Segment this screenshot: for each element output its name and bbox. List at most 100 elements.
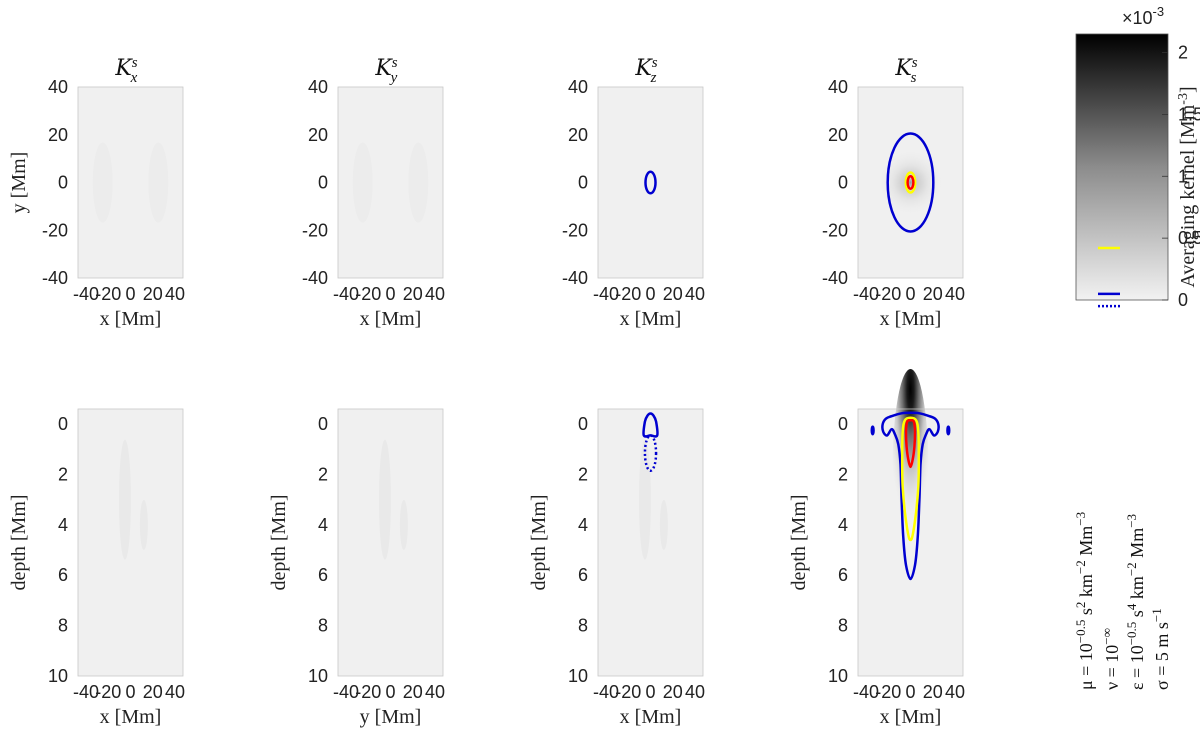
texture-blob: [118, 439, 131, 560]
y-tick-label: 0: [58, 414, 68, 434]
y-tick-label: 6: [58, 565, 68, 585]
axes-frame: [77, 408, 184, 677]
x-tick-label: 40: [945, 284, 965, 304]
panel-title: Ks x: [114, 55, 137, 86]
y-tick-label: 40: [828, 77, 848, 97]
contour-blue: [643, 434, 658, 472]
y-tick-label: 40: [48, 77, 68, 97]
x-tick-label: 40: [165, 682, 185, 702]
x-tick-label: 0: [645, 682, 655, 702]
x-tick-label: -40: [333, 682, 359, 702]
x-tick-label: -40: [593, 284, 619, 304]
x-tick-label: 20: [143, 682, 163, 702]
x-tick-label: 20: [663, 284, 683, 304]
texture-blob: [399, 499, 408, 550]
colorbar-tick-label: 2: [1178, 43, 1188, 63]
x-tick-label: 0: [385, 682, 395, 702]
y-tick-label: -40: [562, 268, 588, 288]
y-tick-label: 8: [58, 616, 68, 636]
texture-blob: [659, 499, 668, 550]
x-axis-label: x [Mm]: [100, 308, 162, 330]
y-tick-label: 6: [318, 565, 328, 585]
y-tick-label: 4: [838, 515, 848, 535]
x-tick-label: 0: [905, 284, 915, 304]
x-axis-label: x [Mm]: [620, 308, 682, 330]
contour-blue: [644, 170, 657, 195]
x-tick-label: 40: [165, 284, 185, 304]
y-tick-label: 0: [838, 173, 848, 193]
y-tick-label: 8: [578, 616, 588, 636]
y-tick-label: 40: [308, 77, 328, 97]
x-tick-label: 0: [385, 284, 395, 304]
contour-yellow: [900, 416, 921, 542]
y-tick-label: 2: [58, 464, 68, 484]
axes-frame: [337, 86, 444, 279]
y-tick-label: 8: [838, 616, 848, 636]
y-tick-label: 0: [578, 173, 588, 193]
x-tick-label: -20: [875, 284, 901, 304]
x-tick-label: -20: [615, 284, 641, 304]
x-tick-label: 20: [143, 284, 163, 304]
y-tick-label: 0: [318, 414, 328, 434]
contour-red: [904, 418, 917, 469]
y-tick-label: -20: [302, 220, 328, 240]
texture-blob: [408, 142, 429, 223]
texture-blob: [638, 439, 651, 560]
x-tick-label: -40: [73, 284, 99, 304]
x-tick-label: 0: [645, 284, 655, 304]
x-tick-label: 40: [685, 284, 705, 304]
y-tick-label: -20: [822, 220, 848, 240]
y-axis-label: depth [Mm]: [788, 494, 810, 590]
x-tick-label: 20: [923, 682, 943, 702]
y-tick-label: 0: [838, 414, 848, 434]
y-tick-label: -20: [42, 220, 68, 240]
y-tick-label: 20: [828, 125, 848, 145]
x-tick-label: -40: [333, 284, 359, 304]
y-tick-label: -40: [42, 268, 68, 288]
panel-background: [598, 87, 703, 278]
colorbar-exponent: ×10-3: [1122, 4, 1164, 28]
x-tick-label: 20: [923, 284, 943, 304]
parameter-line: ε = 10−0.5 s4 km−2 Mm−3: [1124, 514, 1147, 690]
texture-blob: [92, 142, 113, 223]
contour-yellow: [904, 171, 917, 194]
y-tick-label: 6: [578, 565, 588, 585]
x-tick-label: 0: [125, 682, 135, 702]
x-tick-label: -20: [95, 682, 121, 702]
panel-background: [598, 409, 703, 676]
axes-frame: [857, 86, 964, 279]
x-tick-label: 0: [905, 682, 915, 702]
x-tick-label: 20: [403, 284, 423, 304]
kernel-glow: [876, 148, 945, 217]
colorbar-gradient: [1076, 34, 1168, 300]
colorbar-label: Averaging kernel [Mm-3]: [1176, 86, 1199, 287]
x-axis-label: x [Mm]: [360, 308, 422, 330]
contour-blue: [946, 425, 951, 436]
y-tick-label: -20: [562, 220, 588, 240]
axes-frame: [597, 86, 704, 279]
x-tick-label: 20: [403, 682, 423, 702]
parameter-annotation: μ = 10−0.5 s2 km−2 Mm−3ν = 10−∞ε = 10−0.…: [1073, 512, 1172, 690]
parameter-line: μ = 10−0.5 s2 km−2 Mm−3: [1073, 512, 1096, 690]
panel-background: [78, 409, 183, 676]
y-tick-label: 4: [578, 515, 588, 535]
y-tick-label: 10: [568, 666, 588, 686]
x-tick-label: -40: [853, 682, 879, 702]
y-tick-label: 2: [578, 464, 588, 484]
axes-frame: [857, 408, 964, 677]
x-tick-label: -40: [593, 682, 619, 702]
panel-background: [338, 409, 443, 676]
x-tick-label: 40: [685, 682, 705, 702]
panel-title: Ks y: [374, 55, 397, 86]
y-tick-label: 0: [58, 173, 68, 193]
y-tick-label: 20: [308, 125, 328, 145]
y-axis-label: y [Mm]: [8, 152, 30, 214]
y-axis-label: depth [Mm]: [268, 494, 290, 590]
x-tick-label: -20: [95, 284, 121, 304]
